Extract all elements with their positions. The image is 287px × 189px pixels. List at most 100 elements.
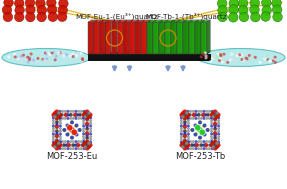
Circle shape bbox=[220, 54, 222, 57]
Ellipse shape bbox=[2, 49, 90, 67]
Circle shape bbox=[37, 5, 46, 15]
Circle shape bbox=[89, 132, 92, 136]
Circle shape bbox=[26, 5, 35, 15]
Circle shape bbox=[83, 140, 86, 143]
Circle shape bbox=[200, 113, 203, 116]
Circle shape bbox=[189, 147, 192, 150]
Circle shape bbox=[81, 113, 84, 116]
Circle shape bbox=[193, 143, 196, 147]
Circle shape bbox=[61, 117, 64, 120]
Polygon shape bbox=[100, 20, 103, 54]
Circle shape bbox=[210, 132, 213, 136]
Circle shape bbox=[181, 146, 185, 149]
Circle shape bbox=[205, 57, 208, 60]
Circle shape bbox=[64, 110, 67, 113]
Circle shape bbox=[69, 144, 72, 146]
Circle shape bbox=[71, 55, 75, 58]
Circle shape bbox=[183, 115, 187, 119]
Circle shape bbox=[87, 145, 91, 149]
Circle shape bbox=[191, 128, 194, 132]
Polygon shape bbox=[177, 20, 180, 54]
Circle shape bbox=[183, 113, 187, 117]
Circle shape bbox=[211, 143, 214, 147]
Circle shape bbox=[52, 141, 55, 144]
Circle shape bbox=[187, 116, 190, 119]
Circle shape bbox=[208, 147, 211, 150]
Circle shape bbox=[67, 110, 69, 113]
Circle shape bbox=[211, 140, 214, 143]
Circle shape bbox=[200, 140, 203, 143]
Bar bbox=[159, 22, 165, 54]
Circle shape bbox=[197, 117, 200, 120]
Circle shape bbox=[188, 144, 191, 146]
Polygon shape bbox=[159, 20, 162, 54]
Circle shape bbox=[183, 143, 187, 147]
Circle shape bbox=[74, 132, 78, 136]
Circle shape bbox=[79, 144, 82, 146]
Circle shape bbox=[222, 53, 226, 56]
Circle shape bbox=[189, 117, 192, 120]
Circle shape bbox=[180, 135, 183, 138]
Bar bbox=[171, 22, 177, 54]
Circle shape bbox=[17, 57, 20, 60]
Circle shape bbox=[25, 0, 35, 8]
Circle shape bbox=[55, 120, 59, 124]
Circle shape bbox=[77, 128, 82, 132]
Circle shape bbox=[86, 113, 89, 116]
Circle shape bbox=[66, 132, 70, 136]
Circle shape bbox=[183, 109, 187, 114]
Bar bbox=[183, 22, 189, 54]
Circle shape bbox=[220, 54, 224, 57]
Polygon shape bbox=[123, 20, 133, 22]
Circle shape bbox=[75, 143, 80, 147]
Circle shape bbox=[204, 113, 208, 116]
Circle shape bbox=[189, 140, 192, 143]
Circle shape bbox=[53, 146, 57, 149]
Circle shape bbox=[89, 122, 92, 125]
Circle shape bbox=[202, 143, 205, 147]
Circle shape bbox=[65, 53, 68, 56]
Circle shape bbox=[89, 135, 92, 138]
Circle shape bbox=[75, 117, 77, 120]
Circle shape bbox=[197, 110, 200, 113]
Circle shape bbox=[51, 112, 56, 117]
Circle shape bbox=[186, 117, 189, 120]
Circle shape bbox=[77, 51, 80, 54]
Circle shape bbox=[37, 12, 46, 22]
Circle shape bbox=[78, 128, 82, 132]
Circle shape bbox=[83, 147, 86, 150]
Circle shape bbox=[183, 129, 187, 133]
Circle shape bbox=[46, 52, 49, 55]
Polygon shape bbox=[111, 20, 115, 54]
Circle shape bbox=[14, 55, 17, 58]
Circle shape bbox=[83, 117, 86, 120]
Circle shape bbox=[216, 53, 220, 56]
Polygon shape bbox=[171, 20, 180, 22]
Circle shape bbox=[84, 112, 90, 118]
Circle shape bbox=[230, 53, 233, 56]
Circle shape bbox=[58, 117, 61, 120]
Circle shape bbox=[86, 143, 89, 147]
Circle shape bbox=[185, 143, 189, 147]
Circle shape bbox=[180, 116, 183, 119]
Circle shape bbox=[83, 143, 86, 147]
Circle shape bbox=[46, 0, 56, 7]
Circle shape bbox=[213, 146, 218, 150]
Circle shape bbox=[239, 12, 249, 22]
Circle shape bbox=[222, 54, 225, 57]
Polygon shape bbox=[141, 20, 150, 22]
Circle shape bbox=[67, 125, 73, 131]
Circle shape bbox=[82, 116, 85, 119]
Circle shape bbox=[183, 123, 187, 126]
Circle shape bbox=[80, 117, 83, 120]
Polygon shape bbox=[112, 20, 121, 22]
Polygon shape bbox=[183, 20, 186, 54]
Circle shape bbox=[55, 132, 59, 135]
Polygon shape bbox=[189, 20, 192, 54]
Circle shape bbox=[198, 120, 202, 124]
Circle shape bbox=[218, 5, 227, 15]
Circle shape bbox=[65, 132, 69, 136]
Circle shape bbox=[61, 147, 64, 150]
Circle shape bbox=[53, 111, 57, 115]
Circle shape bbox=[55, 109, 59, 114]
